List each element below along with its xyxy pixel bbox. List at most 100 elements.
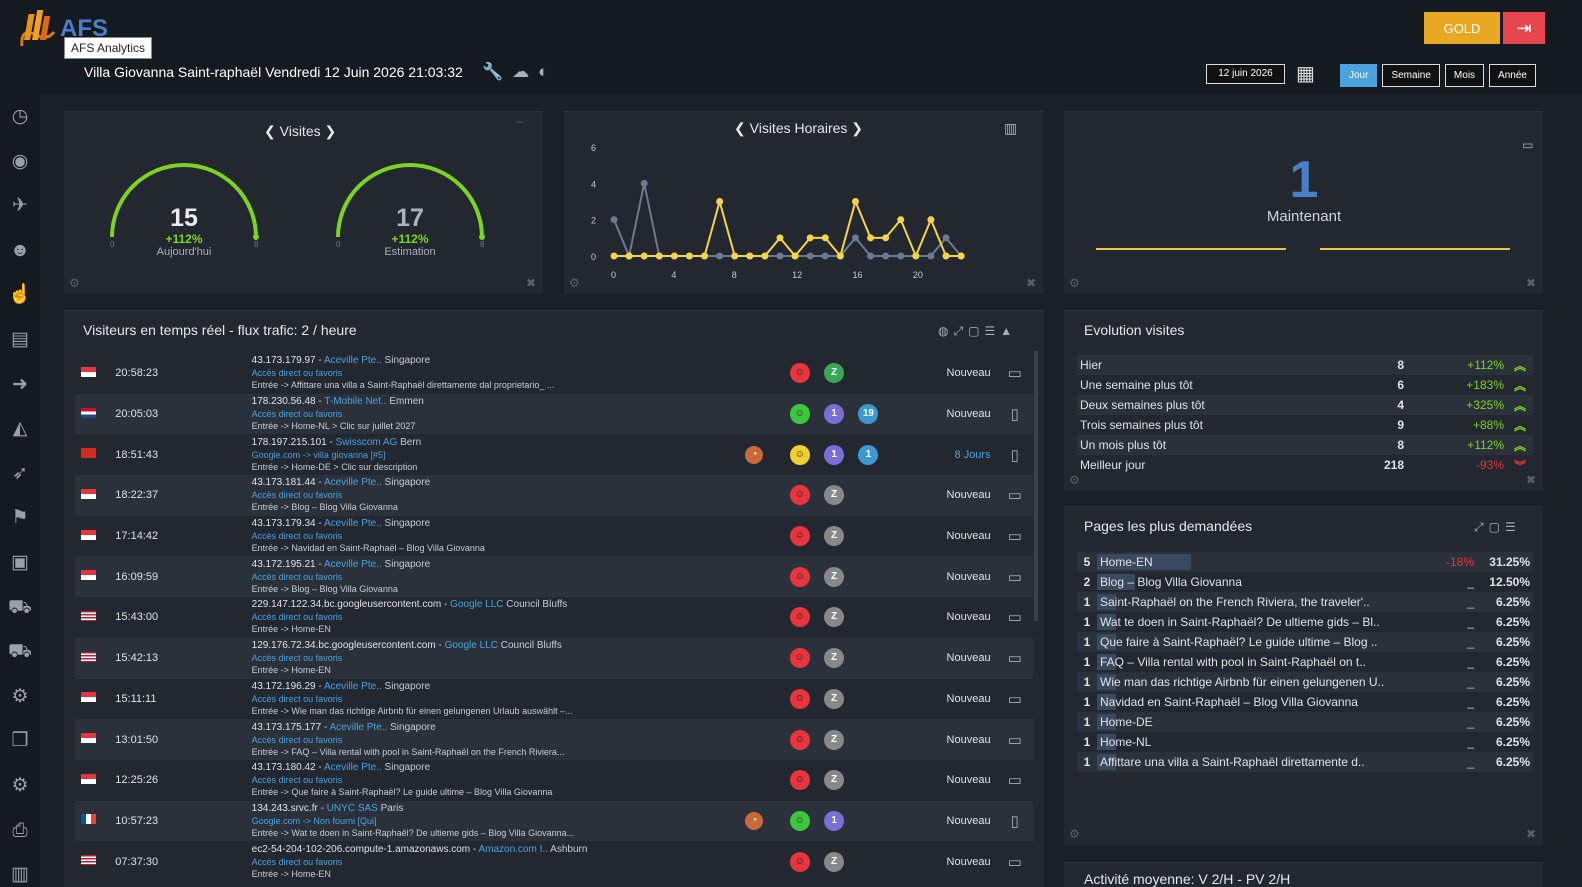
visit-count-badge[interactable]: Z (824, 607, 845, 628)
referrer[interactable]: Accès direct ou favoris (251, 490, 343, 501)
entry-page[interactable]: Entrée -> FAQ – Villa rental with pool i… (251, 746, 565, 757)
visitor-ip[interactable]: 43.172.195.21 (251, 558, 316, 570)
visitor-ip[interactable]: 43.172.196.29 (251, 680, 316, 692)
book-icon[interactable]: ▥ (11, 864, 29, 886)
close-icon[interactable]: ✖ (1526, 827, 1537, 841)
data-point[interactable] (685, 252, 693, 260)
data-point[interactable] (836, 252, 844, 260)
visitor-isp[interactable]: Aceville Pte.. (329, 721, 388, 733)
gear-icon[interactable]: ⚙ (11, 685, 29, 707)
data-point[interactable] (716, 198, 724, 205)
cubes-icon[interactable]: ❒ (11, 730, 29, 752)
entry-page[interactable]: Entrée -> Wie man das richtige Airbnb fü… (251, 705, 573, 716)
clock-icon[interactable]: ◷ (11, 106, 29, 127)
visitor-ip[interactable]: ec2-54-204-102-206.compute-1.amazonaws.c… (251, 843, 471, 855)
gold-button[interactable]: GOLD (1424, 12, 1500, 44)
entry-page[interactable]: Entrée -> Home-NL > Clic sur juillet 202… (251, 421, 416, 432)
data-point[interactable] (897, 252, 905, 260)
window-icon[interactable]: ▭ (1522, 138, 1534, 152)
table-row[interactable]: 18:51:43 178.197.215.101 - Swisscom AG Be… (75, 434, 1033, 475)
entry-page[interactable]: Entrée -> Que faire à Saint-Raphaël? Le … (251, 787, 553, 798)
page-name-cell[interactable]: Wie man das richtige Airbnb für einen ge… (1097, 672, 1427, 692)
data-point[interactable] (927, 216, 935, 224)
window-icon[interactable]: ▢ (968, 324, 980, 338)
visit-count-badge[interactable]: Z (824, 688, 845, 709)
visit-count-badge[interactable]: Z (824, 485, 845, 506)
next-chevron-icon[interactable]: ❯ (324, 123, 337, 139)
data-point[interactable] (867, 234, 875, 242)
calendar-icon[interactable]: ▦ (1296, 63, 1315, 85)
rocket-icon[interactable]: ➶ (12, 462, 28, 484)
settings-icon[interactable]: ⚙ (569, 276, 580, 290)
visitor-isp[interactable]: T-Mobile Net.. (324, 396, 387, 408)
visitor-ip[interactable]: 229.147.122.34.bc.googleusercontent.com (251, 599, 442, 611)
visit-count-badge[interactable]: Z (824, 770, 845, 791)
mood-icon[interactable]: ☺ (789, 566, 810, 587)
briefcase-icon[interactable]: ▣ (11, 551, 29, 573)
page-name[interactable]: Wat te doen in Saint-Raphaël? De ultieme… (1100, 615, 1380, 629)
cart-icon[interactable]: ⛟ (8, 596, 32, 618)
visitor-ip[interactable]: 43.173.179.97 (251, 355, 316, 367)
table-row[interactable]: 12:25:26 43.173.180.42 - Aceville Pte.. S… (75, 760, 1033, 801)
page-name-cell[interactable]: FAQ – Villa rental with pool in Saint-Ra… (1097, 652, 1427, 672)
period-year-button[interactable]: Année (1489, 64, 1536, 87)
cart-plus-icon[interactable]: ⛟ (8, 641, 32, 663)
page-name[interactable]: FAQ – Villa rental with pool in Saint-Ra… (1100, 655, 1366, 669)
settings-icon[interactable]: ⚙ (1069, 276, 1080, 290)
entry-page[interactable]: Entrée -> Home-DE > Clic sur description (251, 461, 418, 472)
page-row[interactable]: 1 Home-DE _ 6.25% (1077, 712, 1533, 732)
visit-count-badge[interactable]: 1 (824, 444, 845, 465)
entry-page[interactable]: Entrée -> Home-EN (251, 868, 331, 879)
mood-icon[interactable]: ☺ (789, 770, 810, 791)
visitor-isp[interactable]: Amazon.com I.. (478, 843, 548, 855)
scrollbar[interactable] (1034, 351, 1038, 621)
mood-icon[interactable]: ☺ (789, 607, 810, 628)
page-name[interactable]: Wie man das richtige Airbnb für einen ge… (1100, 675, 1385, 689)
visit-count-badge[interactable]: Z (824, 363, 845, 384)
window-icon[interactable]: ▢ (1488, 520, 1500, 534)
data-point[interactable] (806, 234, 814, 242)
visitor-ip[interactable]: 43.173.180.42 (251, 762, 316, 774)
data-point[interactable] (897, 216, 905, 224)
referrer[interactable]: Accès direct ou favoris (251, 571, 343, 582)
mood-icon[interactable]: ☺ (789, 810, 810, 831)
data-point[interactable] (957, 252, 965, 260)
visitor-isp[interactable]: UNYC SAS (326, 802, 378, 814)
page-name[interactable]: Home-NL (1100, 735, 1152, 749)
table-row[interactable]: 20:05:03 178.230.56.48 - T-Mobile Net.. E… (75, 393, 1033, 435)
data-point[interactable] (640, 252, 648, 260)
data-point[interactable] (821, 252, 829, 260)
visit-count-badge[interactable]: Z (824, 566, 845, 587)
period-day-button[interactable]: Jour (1340, 64, 1378, 87)
visitor-ip[interactable]: 129.176.72.34.bc.googleusercontent.com (251, 640, 436, 652)
pageview-badge[interactable]: 1 (858, 444, 879, 465)
globe-icon[interactable]: ◍ (938, 324, 949, 338)
settings-icon[interactable]: ⚙ (1069, 473, 1080, 487)
visit-count-badge[interactable]: Z (824, 729, 845, 750)
page-name-cell[interactable]: Affittare una villa a Saint-Raphaël dire… (1097, 752, 1427, 772)
data-point[interactable] (670, 252, 678, 260)
table-row[interactable]: 10:57:23 134.243.srvc.fr - UNYC SAS Paris… (75, 800, 1033, 842)
data-point[interactable] (776, 234, 784, 242)
data-point[interactable] (942, 252, 950, 260)
data-point[interactable] (746, 252, 754, 260)
referrer[interactable]: Accès direct ou favoris (251, 531, 343, 542)
collapse-icon[interactable]: ▲ (1000, 324, 1013, 338)
close-icon[interactable]: ✖ (1526, 473, 1537, 487)
mood-icon[interactable]: ☺ (789, 444, 810, 465)
visitor-isp[interactable]: Aceville Pte.. (323, 477, 382, 489)
page-name[interactable]: Saint-Raphaël on the French Riviera, the… (1100, 595, 1370, 609)
data-point[interactable] (625, 252, 633, 260)
mood-icon[interactable]: ☺ (789, 526, 810, 547)
page-row[interactable]: 1 Home-NL _ 6.25% (1077, 732, 1533, 752)
next-chevron-icon[interactable]: ❯ (851, 120, 864, 136)
data-point[interactable] (882, 234, 890, 242)
page-name-cell[interactable]: Saint-Raphaël on the French Riviera, the… (1097, 592, 1427, 612)
visitor-isp[interactable]: Google LLC (444, 640, 498, 652)
page-row[interactable]: 1 Navidad en Saint-Raphaël – Blog Villa G… (1077, 692, 1533, 712)
table-row[interactable]: 17:14:42 43.173.179.34 - Aceville Pte.. S… (75, 516, 1033, 557)
visitor-ip[interactable]: 134.243.srvc.fr (251, 802, 318, 814)
visitor-ip[interactable]: 43.173.179.34 (251, 518, 316, 530)
page-row[interactable]: 1 Wie man das richtige Airbnb für einen g… (1077, 672, 1533, 692)
data-point[interactable] (701, 252, 709, 260)
